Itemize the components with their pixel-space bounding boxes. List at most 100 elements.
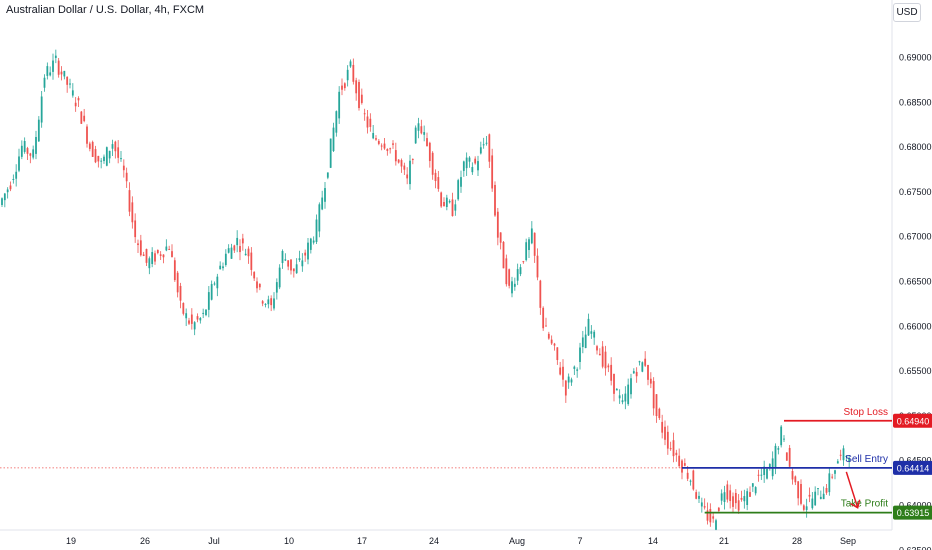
candle-body (12, 178, 15, 180)
candle-body (720, 493, 723, 501)
candle-body (332, 127, 335, 152)
candle-body (312, 240, 315, 243)
candle-body (321, 197, 324, 210)
candle-body (270, 298, 273, 306)
candle-body (400, 160, 403, 167)
candle-body (465, 157, 468, 169)
candle-body (519, 267, 522, 275)
candle-body (692, 470, 695, 490)
candle-body (37, 119, 40, 142)
y-tick-label: 0.66500 (899, 277, 932, 287)
candle-body (210, 284, 213, 300)
candle-body (652, 381, 655, 409)
y-tick-label: 0.67000 (899, 232, 932, 242)
candle-body (604, 351, 607, 369)
candle-body (434, 172, 437, 182)
candle-body (460, 177, 462, 187)
y-tick-label: 0.69000 (899, 53, 932, 63)
candle-body (224, 253, 227, 265)
candle-body (63, 70, 66, 77)
candle-body (655, 394, 658, 417)
currency-button[interactable]: USD (893, 3, 921, 22)
candle-body (556, 347, 559, 361)
candle-body (791, 471, 794, 480)
candle-body (672, 440, 675, 457)
candle-body (553, 343, 556, 346)
candle-body (131, 202, 134, 223)
candle-body (26, 148, 29, 154)
candle-body (638, 361, 641, 363)
candle-body (386, 149, 389, 151)
candle-body (513, 283, 516, 287)
candle-body (819, 496, 822, 499)
candle-body (842, 448, 845, 461)
candle-body (346, 69, 349, 81)
candle-body (834, 470, 836, 474)
candle-body (482, 144, 485, 146)
x-tick-label: 14 (648, 536, 658, 546)
candle-body (341, 85, 343, 90)
candle-body (392, 143, 394, 145)
candle-body (647, 364, 649, 380)
candle-body (774, 445, 777, 468)
candle-body (409, 160, 411, 185)
candle-body (125, 172, 128, 182)
candle-body (290, 259, 292, 271)
candle-body (77, 98, 80, 101)
candle-body (505, 258, 508, 285)
candle-body (80, 111, 83, 124)
candle-body (15, 171, 18, 179)
candle-body (100, 160, 103, 162)
candle-body (278, 267, 281, 288)
candle-body (547, 333, 550, 339)
candle-body (641, 362, 644, 372)
candle-body (71, 90, 74, 96)
candle-body (474, 158, 477, 164)
candle-body (698, 495, 700, 499)
candle-body (9, 185, 12, 190)
candle-body (802, 505, 805, 510)
candle-body (613, 373, 615, 394)
candle-body (491, 155, 494, 189)
x-tick-label: Sep (840, 536, 856, 546)
candle-body (797, 481, 800, 499)
candle-body (403, 165, 406, 170)
sell-arrow (845, 471, 859, 508)
stop-loss-label: Stop Loss (844, 407, 888, 418)
candle-body (338, 91, 341, 119)
candle-body (624, 393, 627, 402)
candle-body (301, 260, 304, 267)
candle-body (644, 358, 647, 366)
candle-body (142, 254, 145, 256)
candle-body (562, 366, 564, 380)
candle-body (128, 190, 131, 212)
candle-body (428, 142, 431, 162)
candle-body (137, 243, 139, 246)
candle-body (326, 172, 329, 178)
take-profit-label: Take Profit (841, 499, 888, 510)
candle-body (669, 448, 672, 450)
candle-body (389, 148, 392, 150)
candle-body (726, 484, 729, 500)
candle-body (658, 408, 661, 419)
candle-body (83, 115, 86, 122)
candle-body (117, 147, 120, 158)
candle-body (304, 252, 307, 256)
candle-body (545, 325, 547, 327)
candle-body (573, 366, 576, 369)
candle-body (298, 258, 301, 261)
candle-body (108, 150, 111, 159)
candle-body (360, 94, 363, 103)
candle-body (66, 76, 69, 85)
x-tick-label: 17 (357, 536, 367, 546)
candle-body (618, 395, 621, 399)
candle-body (734, 492, 737, 504)
candle-body (261, 301, 264, 304)
candle-body (176, 272, 179, 293)
candle-body (740, 497, 743, 500)
candle-body (666, 431, 669, 449)
candle-body (230, 247, 233, 259)
x-tick-label: 24 (429, 536, 439, 546)
candle-body (372, 133, 375, 139)
